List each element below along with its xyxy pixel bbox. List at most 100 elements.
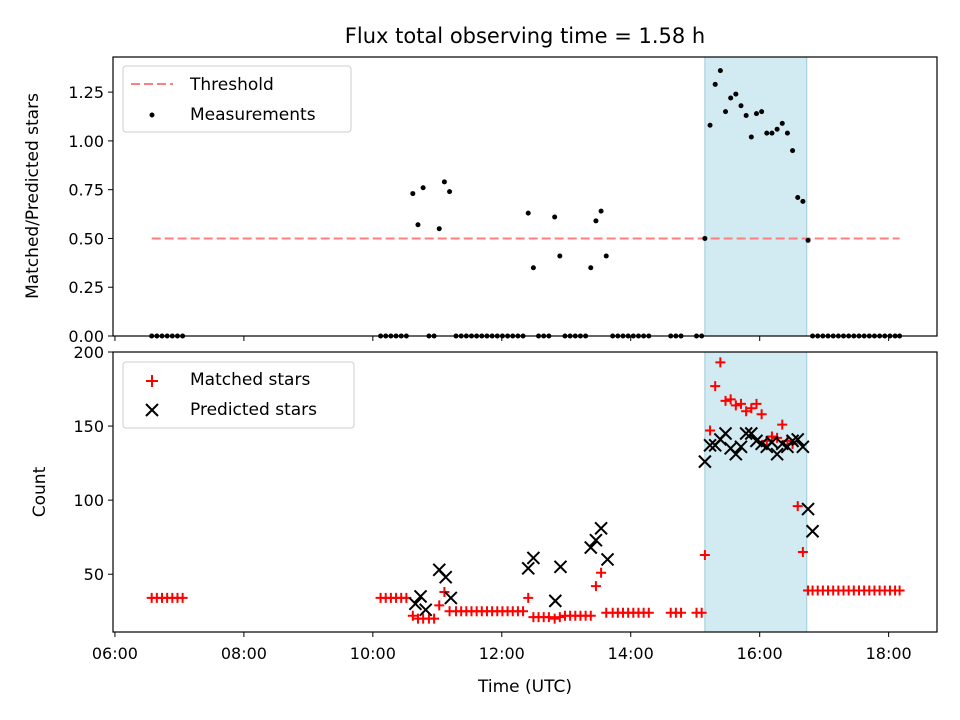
top-y-axis: 0.00 0.25 0.50 0.75 1.00 1.25 (68, 83, 113, 346)
bottom-y-tick-label: 200 (73, 343, 104, 362)
bottom-y-axis: 50 100 150 200 (73, 343, 113, 584)
measurement-point (588, 265, 594, 271)
matched-star-point (177, 592, 188, 603)
predicted-star-point (438, 570, 453, 584)
matched-star-point (705, 425, 716, 436)
top-legend-box (122, 65, 352, 133)
measurement-point (441, 179, 447, 185)
predicted-star-point (739, 426, 753, 441)
predicted-star-point (408, 597, 423, 611)
predicted-star-point (729, 447, 743, 461)
measurement-point (707, 122, 713, 128)
measurement-point (415, 222, 421, 228)
measurement-point (764, 130, 770, 136)
predicted-star-point (594, 521, 608, 536)
measurement-point (702, 235, 708, 241)
matched-star-point (407, 610, 418, 621)
matched-star-point (735, 398, 746, 409)
top-x-ticks (114, 336, 890, 341)
legend-measurements-swatch (149, 112, 155, 118)
measurement-point (717, 68, 723, 74)
matched-star-point (797, 547, 808, 557)
matched-star-point (746, 403, 757, 414)
matched-star-point (518, 606, 529, 617)
matched-star-point (699, 549, 710, 560)
bottom-plot-frame (112, 351, 938, 633)
measurement-point (552, 214, 558, 220)
measurement-point (748, 134, 754, 140)
matched-star-point (725, 394, 736, 405)
predicted-star-point (791, 432, 805, 447)
predicted-star-point (444, 591, 458, 605)
matched-star-point (710, 381, 721, 392)
predicted-star-point (703, 438, 717, 453)
measurement-point (728, 95, 734, 101)
predicted-star-point (589, 533, 603, 547)
matched-star-point (894, 585, 905, 596)
matched-star-points (146, 357, 905, 624)
predicted-star-point (526, 551, 541, 565)
x-tick-label: 06:00 (92, 644, 138, 663)
x-axis-label: Time (UTC) (477, 677, 572, 697)
predicted-star-point (548, 594, 563, 608)
matched-star-point (696, 607, 707, 618)
top-y-axis-label: Matched/Predicted stars (23, 93, 43, 299)
top-y-tick-label: 1.25 (68, 83, 104, 102)
top-y-tick-label: 1.00 (68, 132, 104, 151)
predicted-star-point (805, 524, 820, 538)
predicted-star-point (718, 426, 733, 441)
measurement-points (149, 68, 903, 339)
bottom-highlight-span (704, 351, 808, 633)
matched-star-point (596, 567, 607, 578)
measurement-point (790, 148, 796, 154)
x-tick-label: 08:00 (221, 644, 267, 663)
measurement-point (603, 253, 609, 259)
top-y-tick-label: 0.75 (68, 181, 104, 200)
measurement-point (557, 253, 563, 259)
measurement-point (753, 111, 759, 117)
x-tick-label: 12:00 (479, 644, 525, 663)
measurement-point (410, 191, 416, 197)
matched-star-point (720, 395, 731, 406)
measurement-point (774, 126, 780, 132)
legend-matched-swatch (146, 375, 158, 387)
predicted-star-points (408, 426, 820, 617)
matched-star-point (676, 607, 687, 618)
measurement-point (420, 185, 426, 191)
predicted-star-point (796, 440, 810, 454)
predicted-star-point (744, 426, 759, 441)
measurement-point (795, 194, 801, 200)
measurement-point (769, 130, 775, 136)
measurement-point (593, 218, 599, 224)
legend-predicted-swatch (145, 403, 159, 417)
matched-star-point (585, 610, 596, 621)
predicted-star-point (553, 560, 568, 574)
matched-star-point (549, 613, 560, 624)
legend-matched-label: Matched stars (190, 370, 310, 390)
top-y-tick-label: 0.50 (68, 229, 104, 248)
matched-star-point (751, 398, 762, 409)
top-y-tick-label: 0.00 (68, 327, 104, 346)
x-tick-label: 14:00 (608, 644, 654, 663)
matched-star-point (434, 600, 445, 611)
predicted-star-point (521, 561, 535, 576)
matched-star-point (792, 501, 803, 512)
measurement-point (779, 120, 785, 126)
predicted-star-point (413, 589, 428, 604)
measurement-point (759, 109, 765, 115)
predicted-star-point (801, 502, 815, 516)
top-legend: Threshold Measurements (122, 65, 352, 133)
bottom-legend-box (122, 361, 355, 429)
predicted-star-point (600, 552, 615, 567)
matched-star-point (756, 409, 767, 420)
measurement-point (447, 189, 453, 195)
legend-measurements-label: Measurements (190, 105, 316, 125)
measurement-point (723, 109, 729, 115)
measurement-point (800, 198, 806, 204)
bottom-y-axis-label: Count (30, 466, 50, 517)
predicted-star-point (418, 603, 433, 617)
matched-star-point (439, 587, 450, 597)
predicted-star-point (770, 447, 784, 461)
matched-star-point (777, 419, 788, 430)
matched-star-point (543, 612, 554, 623)
